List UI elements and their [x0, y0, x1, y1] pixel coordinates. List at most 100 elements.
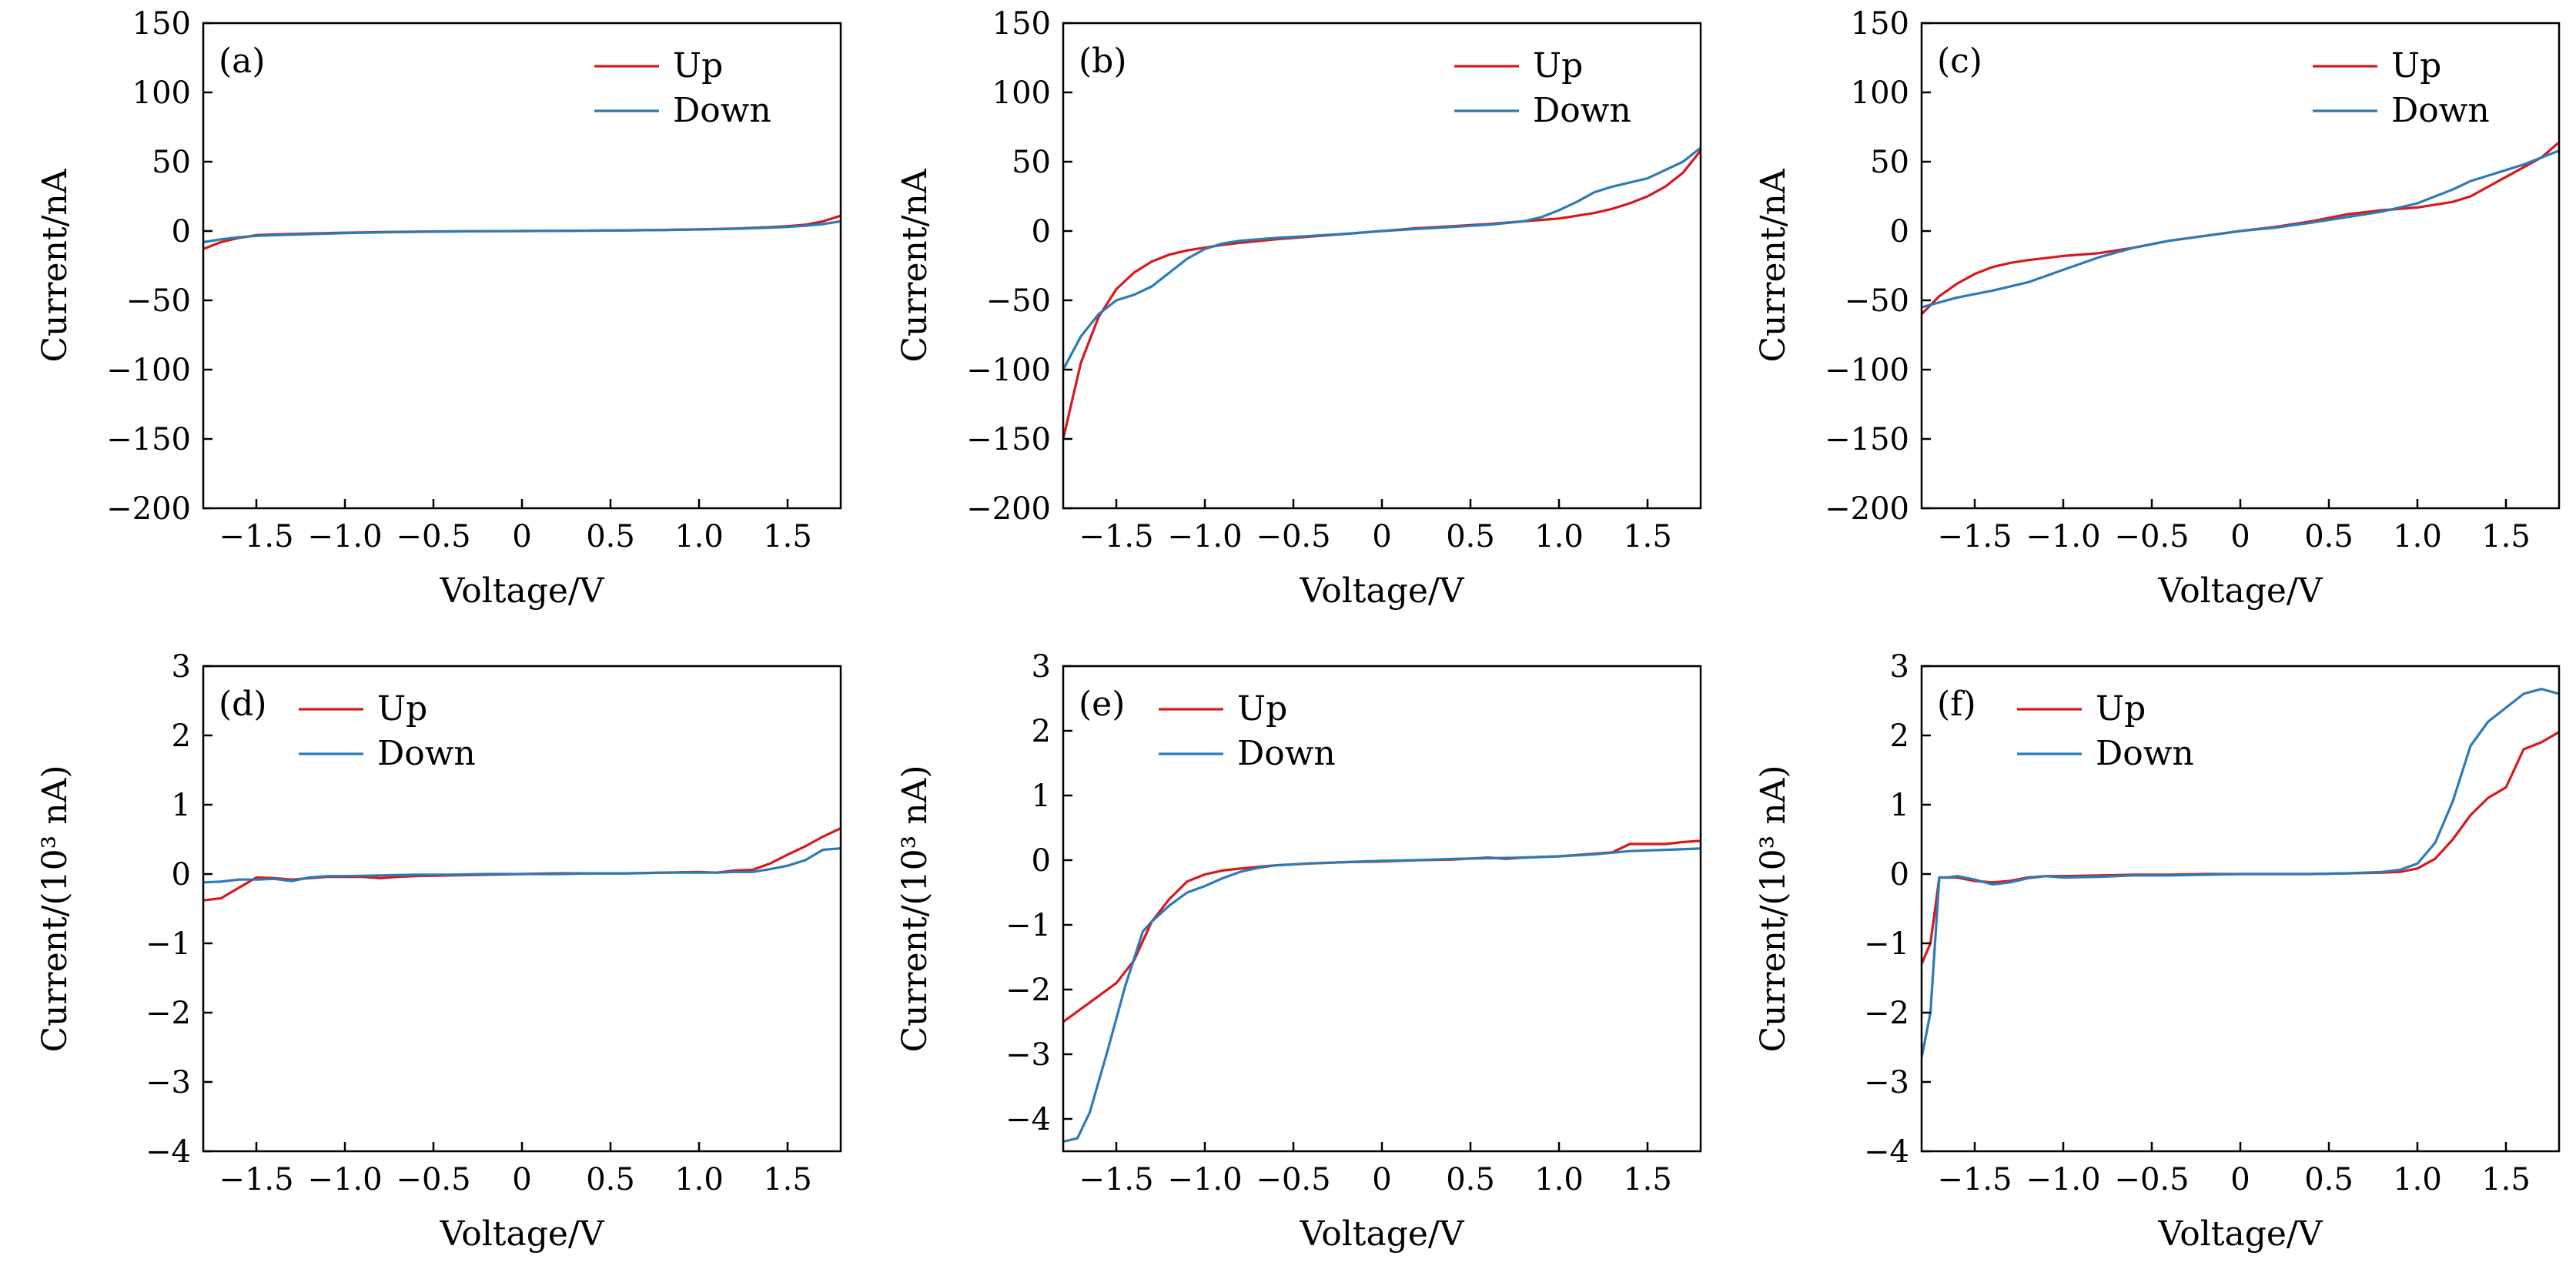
- panel-label: (d): [219, 685, 267, 724]
- y-tick-label: −100: [1825, 353, 1909, 388]
- y-axis-title: Current/nA: [1754, 168, 1793, 362]
- y-tick-label: −50: [1845, 283, 1909, 319]
- panel-label: (e): [1079, 685, 1125, 724]
- legend-label-up: Up: [673, 46, 723, 85]
- legend-label-down: Down: [673, 91, 771, 130]
- y-tick-label: −200: [1825, 491, 1909, 527]
- y-axis-title: Current/(10³ nA): [895, 765, 935, 1052]
- y-tick-label: −4: [146, 1134, 191, 1170]
- y-tick-label: −2: [1005, 973, 1051, 1008]
- x-tick-label: −1.0: [2026, 1162, 2100, 1197]
- x-tick-label: −1.5: [219, 1162, 293, 1197]
- x-tick-label: 1.5: [763, 519, 812, 554]
- legend-label-down: Down: [1237, 734, 1336, 773]
- y-tick-label: 3: [172, 649, 191, 685]
- y-tick-label: 0: [1890, 857, 1909, 893]
- x-axis-title: Voltage/V: [2157, 1214, 2323, 1254]
- y-tick-label: −150: [106, 422, 191, 457]
- legend-label-down: Down: [377, 734, 476, 773]
- series-line-up: [1063, 149, 1701, 440]
- x-tick-label: −1.5: [1937, 1162, 2012, 1197]
- y-tick-label: 0: [1032, 843, 1051, 879]
- y-tick-label: −3: [146, 1065, 191, 1100]
- x-tick-label: 0: [512, 1162, 531, 1197]
- x-tick-label: −1.5: [1937, 519, 2012, 554]
- y-tick-label: 2: [172, 718, 191, 754]
- y-axis-title: Current/(10³ nA): [1754, 765, 1793, 1052]
- x-tick-label: 0: [2230, 519, 2250, 554]
- series-line-down: [1063, 146, 1701, 370]
- y-tick-label: −1: [1005, 908, 1051, 943]
- x-tick-label: −0.5: [396, 519, 470, 554]
- series-line-up: [203, 827, 841, 902]
- y-tick-label: 50: [152, 145, 191, 180]
- x-tick-label: −1.5: [1079, 519, 1153, 554]
- y-tick-label: 2: [1032, 714, 1051, 749]
- x-tick-label: −1.0: [307, 519, 382, 554]
- x-axis-title: Voltage/V: [1299, 571, 1464, 611]
- plot-frame: [202, 665, 842, 1153]
- series-line-up: [1063, 839, 1701, 1023]
- series-line-down: [1063, 847, 1701, 1143]
- x-tick-label: 1.5: [2481, 1162, 2531, 1197]
- panel-label: (b): [1079, 42, 1127, 81]
- y-tick-label: 100: [992, 75, 1051, 111]
- x-tick-label: 0: [2230, 1162, 2250, 1197]
- x-axis-title: Voltage/V: [439, 1214, 604, 1254]
- legend-label-down: Down: [1533, 91, 1631, 130]
- x-tick-label: −0.5: [1256, 1162, 1330, 1197]
- x-tick-label: −0.5: [1256, 519, 1330, 554]
- y-tick-label: 3: [1890, 649, 1909, 685]
- x-tick-label: 1.0: [674, 1162, 724, 1197]
- y-tick-label: 3: [1032, 649, 1051, 685]
- y-tick-label: 150: [992, 6, 1051, 42]
- x-tick-label: 0.5: [586, 1162, 635, 1197]
- y-tick-label: −150: [966, 422, 1051, 457]
- panel-label: (c): [1937, 42, 1982, 81]
- x-tick-label: 0: [512, 519, 531, 554]
- x-tick-label: 1.5: [1623, 519, 1672, 554]
- legend-label-up: Up: [377, 689, 427, 728]
- x-tick-label: −0.5: [2114, 519, 2189, 554]
- x-tick-label: −1.5: [1079, 1162, 1153, 1197]
- x-tick-label: −1.0: [2026, 519, 2100, 554]
- series-line-down: [1922, 688, 2559, 1058]
- y-tick-label: −1: [146, 926, 191, 962]
- x-tick-label: −1.5: [219, 519, 293, 554]
- panel-label: (f): [1937, 685, 1976, 724]
- series-line-up: [1922, 141, 2559, 316]
- x-tick-label: 1.5: [763, 1162, 812, 1197]
- y-tick-label: −100: [106, 353, 191, 388]
- y-tick-label: −3: [1005, 1037, 1051, 1073]
- x-tick-label: 0: [1372, 1162, 1391, 1197]
- x-tick-label: 1.0: [1534, 1162, 1584, 1197]
- y-tick-label: 100: [132, 75, 191, 111]
- y-tick-label: −50: [986, 283, 1051, 319]
- chart-panel: −1.5 −1.0 −0.5 0 0.5 1.0 1.5 150 100 50 0 −50 −100 −1…: [1754, 6, 2561, 611]
- y-axis-title: Current/(10³ nA): [35, 765, 75, 1052]
- plot-frame: [1062, 665, 1702, 1153]
- panel-label: (a): [219, 42, 266, 81]
- y-tick-label: 50: [1012, 145, 1051, 180]
- chart-panel: −1.5 −1.0 −0.5 0 0.5 1.0 1.5 3 2 1 0 −1 −2 −3 −4 Voltag…: [895, 649, 1702, 1254]
- legend-label-up: Up: [1237, 689, 1287, 728]
- x-tick-label: 1.5: [2481, 519, 2531, 554]
- x-tick-label: 0.5: [2304, 519, 2354, 554]
- y-tick-label: −1: [1864, 926, 1909, 962]
- x-tick-label: 1.0: [674, 519, 724, 554]
- x-axis-title: Voltage/V: [439, 571, 604, 611]
- legend-label-up: Up: [1533, 46, 1583, 85]
- y-tick-label: 150: [1851, 6, 1909, 42]
- x-tick-label: 1.0: [2393, 1162, 2442, 1197]
- y-tick-label: −4: [1864, 1134, 1909, 1170]
- y-tick-label: −4: [1005, 1102, 1051, 1137]
- y-tick-label: −150: [1825, 422, 1909, 457]
- y-axis-title: Current/nA: [895, 168, 935, 362]
- y-tick-label: 2: [1890, 718, 1909, 754]
- x-tick-label: 1.5: [1623, 1162, 1672, 1197]
- x-tick-label: −0.5: [2114, 1162, 2189, 1197]
- x-tick-label: 1.0: [2393, 519, 2442, 554]
- series-line-down: [203, 847, 841, 884]
- y-tick-label: −100: [966, 353, 1051, 388]
